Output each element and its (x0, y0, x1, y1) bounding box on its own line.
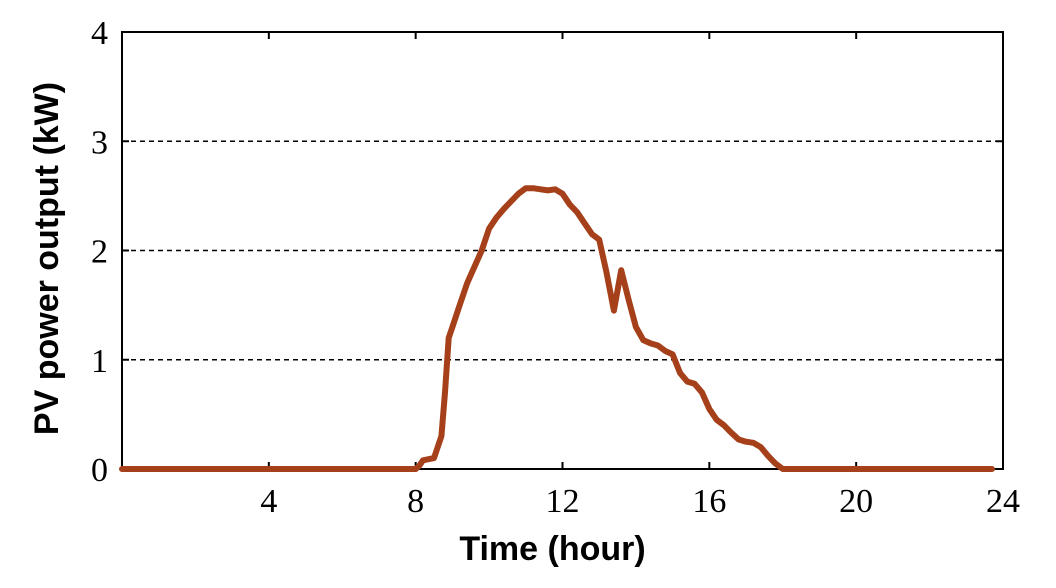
series-point (729, 430, 734, 436)
series-point (431, 455, 437, 461)
series-point (648, 341, 653, 346)
series-point (773, 461, 778, 466)
series-point (692, 381, 697, 386)
series-point (765, 453, 771, 459)
series-layer (119, 185, 995, 472)
series-line-0 (119, 185, 995, 472)
series-point (670, 352, 675, 357)
series-point (677, 370, 683, 376)
series-point (516, 191, 521, 196)
series-point (784, 466, 789, 472)
series-point (567, 202, 573, 207)
grid-layer (122, 140, 1003, 361)
series-point (545, 188, 551, 193)
series-point (442, 390, 448, 395)
series-point (582, 220, 587, 226)
series-point (523, 186, 528, 191)
series-point (641, 337, 646, 343)
y-tick-label: 2 (91, 234, 108, 271)
series-point (663, 348, 668, 354)
series-point (574, 210, 580, 215)
series-point (486, 226, 492, 231)
series-point (472, 264, 477, 270)
series-point (450, 324, 455, 330)
x-tick-label: 20 (839, 483, 873, 520)
y-tick-label: 1 (91, 343, 108, 380)
y-tick-label: 0 (91, 452, 108, 489)
x-tick-label: 4 (260, 483, 277, 520)
y-tick-label: 4 (91, 15, 108, 52)
series-point (119, 466, 125, 472)
series-point (743, 439, 749, 444)
series-point (464, 281, 470, 286)
series-point (538, 187, 543, 192)
series-point (479, 248, 484, 253)
series-point (552, 187, 558, 192)
series-point (685, 379, 690, 384)
series-point (439, 434, 444, 439)
series-point (597, 237, 602, 242)
series-point (655, 343, 661, 348)
x-tick-label: 12 (546, 483, 580, 520)
x-axis-title: Time (hour) (459, 530, 645, 568)
series-point (736, 437, 741, 442)
series-point (626, 297, 631, 302)
series-point (560, 191, 565, 196)
x-tick-label: 24 (986, 483, 1020, 520)
series-point (446, 335, 451, 341)
series-point (751, 440, 756, 445)
series-point (633, 324, 639, 330)
series-point (758, 444, 763, 450)
series-point (721, 423, 727, 428)
series-point (413, 466, 418, 472)
series-point (707, 406, 712, 412)
series-point (853, 466, 859, 472)
series-point (611, 308, 617, 313)
series-point (508, 199, 514, 204)
series-point (989, 466, 995, 472)
series-point (699, 390, 705, 395)
series-point (417, 463, 422, 468)
series-point (780, 466, 785, 472)
x-tick-label: 8 (407, 483, 424, 520)
y-axis-title: PV power output (kW) (28, 82, 66, 435)
series-point (604, 270, 609, 275)
series-point (714, 417, 719, 423)
x-tick-label: 16 (692, 483, 726, 520)
series-point (530, 186, 536, 191)
series-point (457, 302, 462, 308)
series-point (501, 206, 506, 212)
series-point (420, 458, 426, 463)
y-tick-label: 3 (91, 124, 108, 161)
series-point (619, 267, 624, 273)
series-point (494, 215, 499, 220)
series-point (589, 231, 595, 237)
